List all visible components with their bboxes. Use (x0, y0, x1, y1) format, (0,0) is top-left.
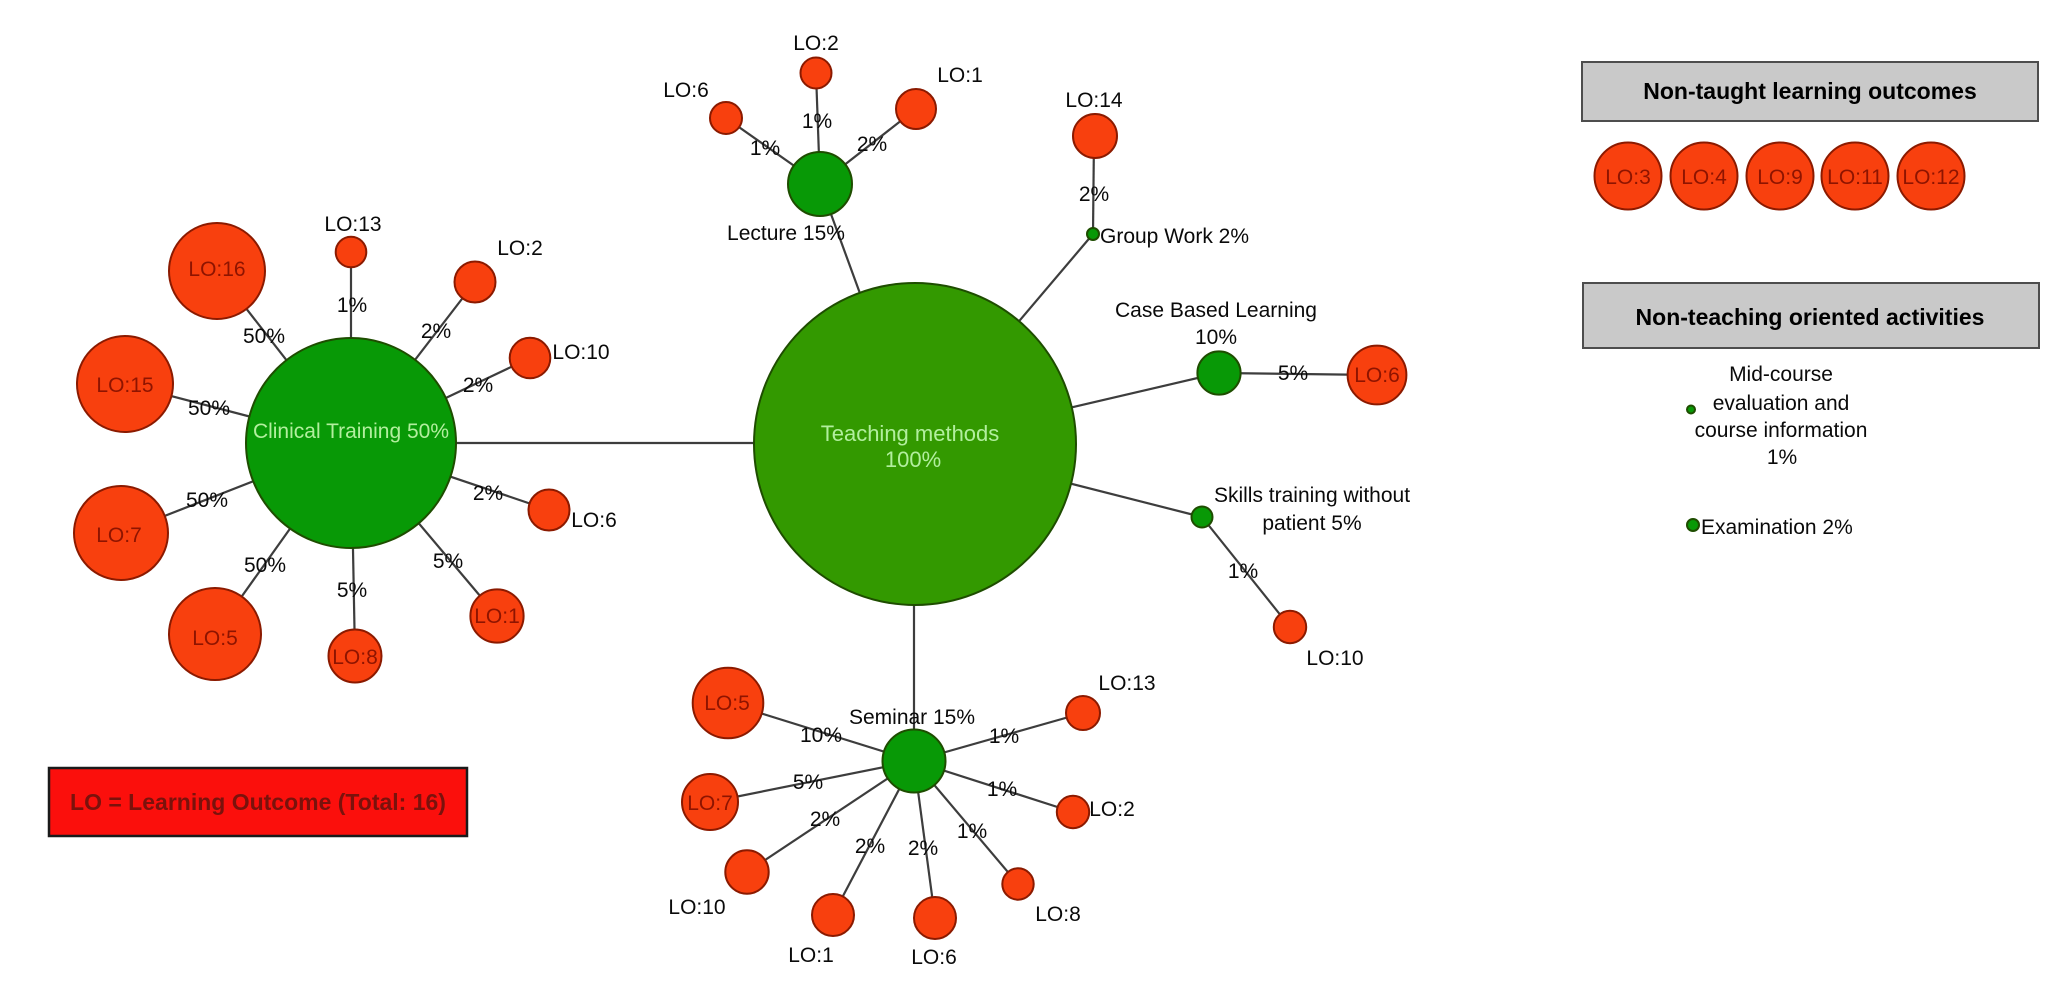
svg-text:1%: 1% (1228, 560, 1258, 583)
svg-text:2%: 2% (810, 808, 840, 831)
svg-text:Mid-course: Mid-course (1729, 363, 1833, 386)
svg-text:2%: 2% (463, 374, 493, 397)
svg-text:LO:1: LO:1 (937, 64, 983, 87)
svg-text:100%: 100% (885, 447, 941, 472)
svg-text:LO:5: LO:5 (704, 692, 750, 715)
svg-text:5%: 5% (433, 550, 463, 573)
svg-text:5%: 5% (337, 579, 367, 602)
svg-text:2%: 2% (855, 835, 885, 858)
svg-text:2%: 2% (857, 133, 887, 156)
svg-text:10%: 10% (1195, 326, 1237, 349)
svg-text:1%: 1% (1767, 446, 1797, 469)
svg-text:Seminar 15%: Seminar 15% (849, 706, 975, 729)
svg-text:LO:16: LO:16 (188, 258, 245, 281)
svg-text:course information: course information (1695, 419, 1868, 442)
svg-text:Group Work 2%: Group Work 2% (1100, 225, 1249, 248)
svg-text:Skills training without: Skills training without (1214, 484, 1410, 507)
svg-text:LO:14: LO:14 (1065, 89, 1123, 112)
svg-text:LO:9: LO:9 (1757, 166, 1803, 189)
svg-text:LO:8: LO:8 (1035, 903, 1081, 926)
svg-text:evaluation and: evaluation and (1713, 392, 1850, 415)
svg-text:2%: 2% (421, 320, 451, 343)
svg-text:Teaching methods: Teaching methods (821, 421, 1000, 446)
svg-text:LO:7: LO:7 (96, 524, 142, 547)
svg-text:LO:4: LO:4 (1681, 166, 1727, 189)
svg-text:2%: 2% (473, 482, 503, 505)
svg-text:Non-taught learning outcomes: Non-taught learning outcomes (1643, 78, 1977, 104)
svg-text:LO:5: LO:5 (192, 627, 238, 650)
svg-text:LO:11: LO:11 (1827, 166, 1883, 189)
svg-text:Non-teaching oriented activiti: Non-teaching oriented activities (1636, 304, 1985, 330)
svg-text:LO:6: LO:6 (1354, 364, 1400, 387)
svg-text:LO:2: LO:2 (497, 237, 543, 260)
svg-text:Lecture 15%: Lecture 15% (727, 222, 845, 245)
svg-text:Clinical Training 50%: Clinical Training 50% (253, 420, 449, 443)
svg-text:LO:6: LO:6 (663, 79, 709, 102)
svg-text:LO:6: LO:6 (911, 946, 957, 969)
svg-text:LO:2: LO:2 (793, 32, 839, 55)
svg-text:1%: 1% (957, 820, 987, 843)
svg-text:LO:10: LO:10 (1306, 647, 1363, 670)
svg-text:2%: 2% (908, 837, 938, 860)
svg-text:LO:2: LO:2 (1089, 798, 1135, 821)
svg-text:LO:13: LO:13 (1098, 672, 1155, 695)
svg-text:10%: 10% (800, 724, 842, 747)
svg-text:patient 5%: patient 5% (1262, 512, 1361, 535)
svg-text:LO:10: LO:10 (552, 341, 609, 364)
svg-text:LO = Learning Outcome (Total:: LO = Learning Outcome (Total: 16) (70, 789, 446, 815)
svg-text:1%: 1% (337, 294, 367, 317)
svg-text:LO:3: LO:3 (1605, 166, 1651, 189)
svg-text:5%: 5% (793, 771, 823, 794)
svg-text:LO:15: LO:15 (96, 374, 153, 397)
svg-text:Case Based Learning: Case Based Learning (1115, 299, 1317, 322)
svg-text:50%: 50% (186, 489, 228, 512)
svg-text:LO:10: LO:10 (668, 896, 725, 919)
svg-text:50%: 50% (244, 554, 286, 577)
svg-text:LO:13: LO:13 (324, 213, 381, 236)
svg-text:1%: 1% (750, 137, 780, 160)
svg-text:1%: 1% (987, 778, 1017, 801)
svg-text:Examination 2%: Examination 2% (1701, 516, 1853, 539)
svg-text:LO:6: LO:6 (571, 509, 617, 532)
svg-text:50%: 50% (188, 397, 230, 420)
svg-text:LO:8: LO:8 (332, 646, 378, 669)
svg-text:LO:1: LO:1 (474, 605, 520, 628)
svg-text:50%: 50% (243, 325, 285, 348)
svg-text:LO:7: LO:7 (687, 792, 733, 815)
svg-text:5%: 5% (1278, 362, 1308, 385)
svg-text:LO:1: LO:1 (788, 944, 834, 967)
svg-text:1%: 1% (802, 110, 832, 133)
svg-text:1%: 1% (989, 725, 1019, 748)
svg-text:LO:12: LO:12 (1902, 166, 1959, 189)
svg-text:2%: 2% (1079, 183, 1109, 206)
